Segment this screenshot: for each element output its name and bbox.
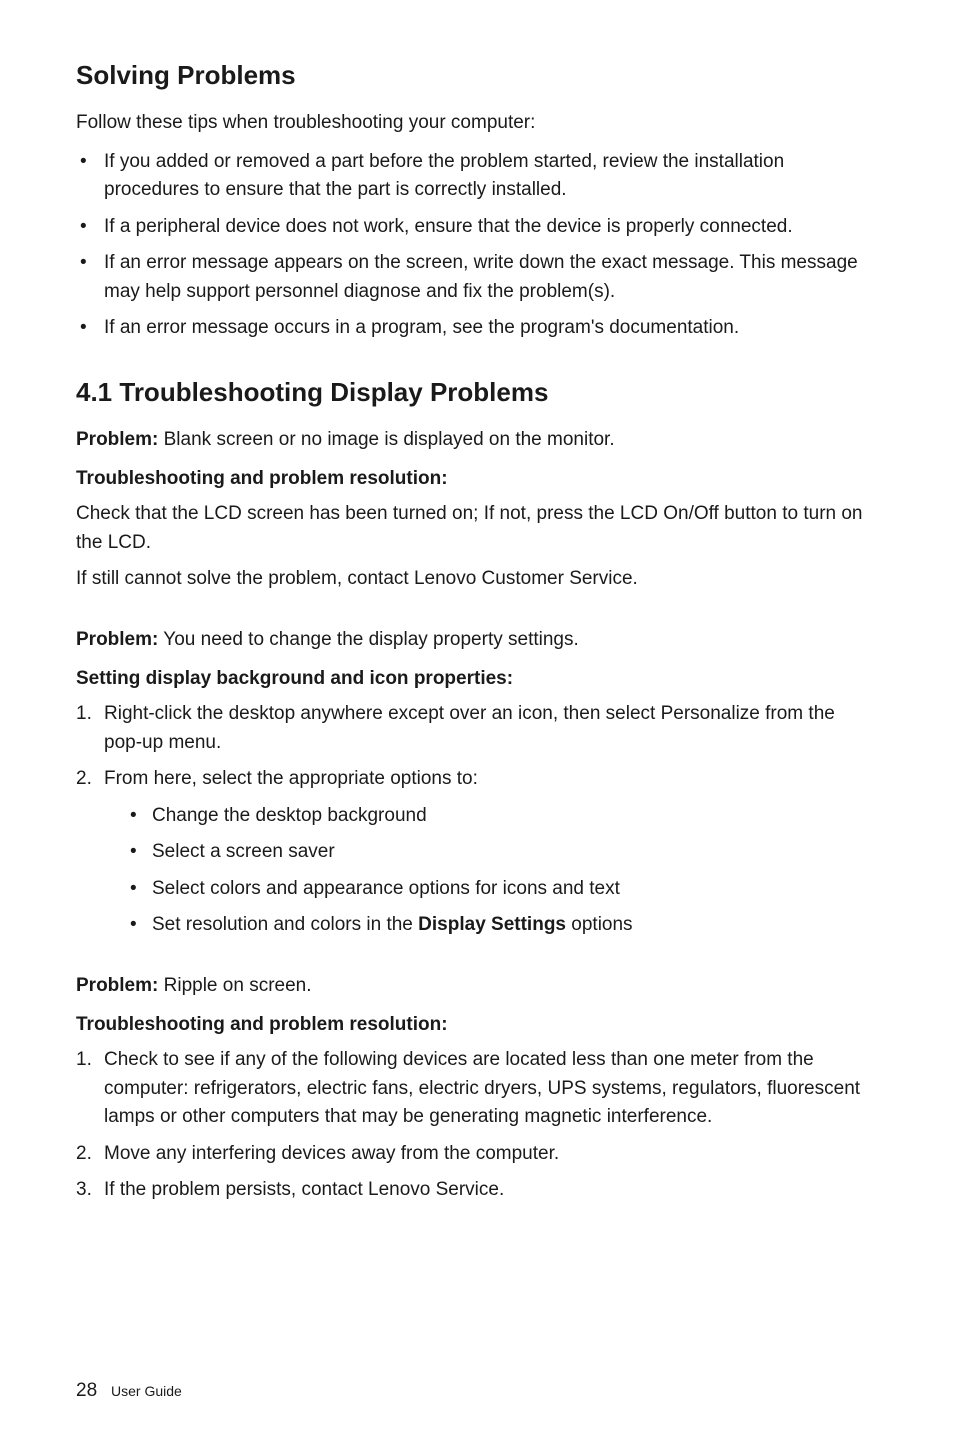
heading-troubleshooting-display: 4.1 Troubleshooting Display Problems — [76, 377, 878, 408]
problem-3: Problem: Ripple on screen. — [76, 972, 878, 1001]
problem-text: Blank screen or no image is displayed on… — [158, 429, 614, 450]
nested-item: Select colors and appearance options for… — [104, 875, 878, 904]
step-item: Right-click the desktop anywhere except … — [76, 700, 878, 757]
step-item: Check to see if any of the following dev… — [76, 1046, 878, 1132]
page-number: 28 — [76, 1380, 97, 1401]
problem-2: Problem: You need to change the display … — [76, 626, 878, 655]
nested-list: Change the desktop background Select a s… — [104, 802, 878, 940]
doc-title: User Guide — [111, 1383, 182, 1399]
steps-list-3: Check to see if any of the following dev… — [76, 1046, 878, 1205]
problem-text: Ripple on screen. — [158, 975, 311, 996]
problem-label: Problem: — [76, 429, 158, 450]
heading-solving-problems: Solving Problems — [76, 60, 878, 91]
step-item: If the problem persists, contact Lenovo … — [76, 1176, 878, 1205]
step-item: From here, select the appropriate option… — [76, 765, 878, 940]
nested-item: Set resolution and colors in the Display… — [104, 911, 878, 940]
problem-label: Problem: — [76, 975, 158, 996]
subheading-troubleshooting-3: Troubleshooting and problem resolution: — [76, 1014, 878, 1036]
steps-list-2: Right-click the desktop anywhere except … — [76, 700, 878, 940]
intro-text: Follow these tips when troubleshooting y… — [76, 109, 878, 138]
nested-item: Select a screen saver — [104, 838, 878, 867]
problem-1: Problem: Blank screen or no image is dis… — [76, 426, 878, 455]
tips-list: If you added or removed a part before th… — [76, 148, 878, 343]
body-text: If still cannot solve the problem, conta… — [76, 565, 878, 594]
subheading-setting-display: Setting display background and icon prop… — [76, 668, 878, 690]
nested-item: Change the desktop background — [104, 802, 878, 831]
tip-item: If you added or removed a part before th… — [76, 148, 878, 205]
subheading-troubleshooting-1: Troubleshooting and problem resolution: — [76, 468, 878, 490]
nested-text-pre: Set resolution and colors in the — [152, 914, 418, 935]
body-text: Check that the LCD screen has been turne… — [76, 500, 878, 557]
nested-text-post: options — [566, 914, 633, 935]
tip-item: If an error message occurs in a program,… — [76, 314, 878, 343]
tip-item: If a peripheral device does not work, en… — [76, 213, 878, 242]
step-item: Move any interfering devices away from t… — [76, 1140, 878, 1169]
page-footer: 28 User Guide — [76, 1380, 182, 1402]
tip-item: If an error message appears on the scree… — [76, 249, 878, 306]
nested-text-bold: Display Settings — [418, 914, 566, 935]
step-text: From here, select the appropriate option… — [104, 768, 478, 789]
problem-label: Problem: — [76, 629, 158, 650]
problem-text: You need to change the display property … — [158, 629, 578, 650]
